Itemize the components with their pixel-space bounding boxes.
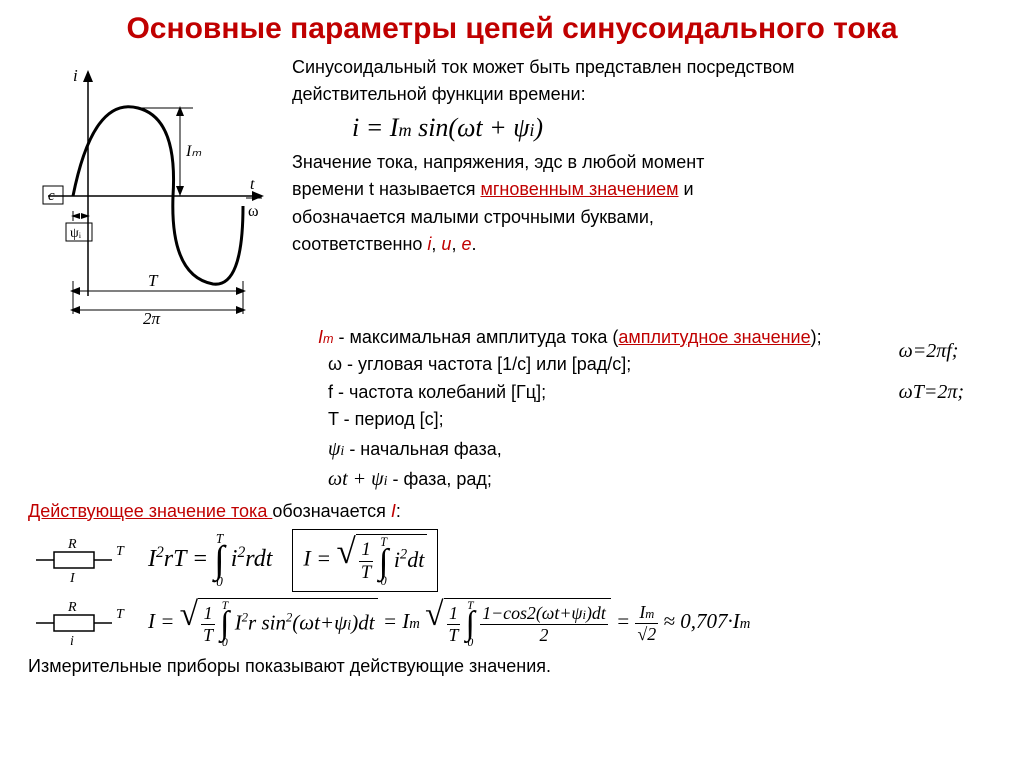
svg-text:ω: ω <box>248 203 259 220</box>
svg-text:2π: 2π <box>143 309 161 326</box>
svg-text:R: R <box>67 537 77 552</box>
para-line: соответственно i, u, e. <box>292 233 996 256</box>
para-line: Значение тока, напряжения, эдс в любой м… <box>292 151 996 174</box>
rms-label: Действующее значение тока обозначается I… <box>28 500 996 523</box>
side-formulas: ω=2πf; ωT=2π; <box>899 340 964 422</box>
page-title: Основные параметры цепей синусоидального… <box>28 12 996 46</box>
main-equation: i = Im sin(ωt + ψi) <box>292 113 996 143</box>
parameter-list: Im - максимальная амплитуда тока (амплит… <box>308 326 996 492</box>
sine-graph: Iₘ c ψᵢ T 2π i t ω <box>28 56 278 326</box>
svg-text:Iₘ: Iₘ <box>185 143 201 160</box>
svg-text:T: T <box>148 271 159 290</box>
intro-line-2: действительной функции времени: <box>292 83 996 106</box>
svg-text:R: R <box>67 600 77 615</box>
svg-text:t: t <box>250 176 255 193</box>
svg-text:T: T <box>116 607 125 622</box>
formula-row-1: R T I I2rT = T∫0 i2rdt I = 1T T∫0 i2dt <box>28 529 996 592</box>
svg-text:ψᵢ: ψᵢ <box>70 226 82 241</box>
intro-line-1: Синусоидальный ток может быть представле… <box>292 56 996 79</box>
para-line: времени t называется мгновенным значение… <box>292 178 996 201</box>
svg-text:c: c <box>48 188 55 204</box>
note: Измерительные приборы показывают действу… <box>28 655 996 678</box>
svg-text:I: I <box>69 571 76 585</box>
svg-text:i: i <box>73 66 78 85</box>
para-line: обозначается малыми строчными буквами, <box>292 206 996 229</box>
svg-text:i: i <box>70 634 74 648</box>
svg-text:T: T <box>116 544 125 559</box>
formula-row-2: R T i I = 1T T∫0 I2r sin2(ωt+ψi)dt = Im … <box>28 598 996 649</box>
